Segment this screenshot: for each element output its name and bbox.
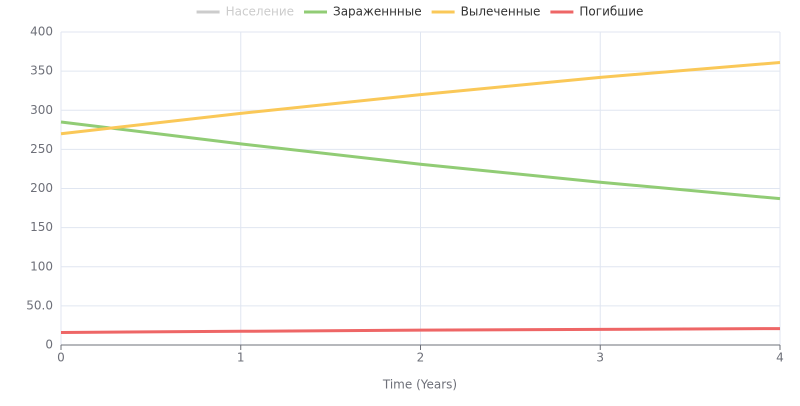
legend-label: Население <box>226 5 294 19</box>
x-tick-label: 4 <box>776 351 784 365</box>
y-tick-label: 200 <box>30 181 53 195</box>
legend-label: Погибшие <box>579 5 643 19</box>
legend-item[interactable]: Погибшие <box>550 5 643 19</box>
legend-label: Вылеченные <box>461 5 541 19</box>
series-line <box>60 327 781 334</box>
series-line <box>60 61 781 136</box>
y-tick-label: 50.0 <box>26 298 53 312</box>
legend-item[interactable]: Население <box>196 5 294 19</box>
x-tick-label: 0 <box>57 351 65 365</box>
legend-item[interactable]: Вылеченные <box>431 5 541 19</box>
x-tick-label: 1 <box>237 351 245 365</box>
series-line <box>60 120 781 201</box>
y-tick-label: 150 <box>30 220 53 234</box>
y-tick-label: 0 <box>45 338 53 352</box>
x-axis-label: Time (Years) <box>382 378 457 392</box>
x-tick-label: 2 <box>417 351 425 365</box>
y-tick-label: 400 <box>30 25 53 39</box>
legend-label: Зараженнные <box>333 5 422 19</box>
legend-item[interactable]: Зараженнные <box>304 5 422 19</box>
y-tick-label: 100 <box>30 259 53 273</box>
x-tick-label: 3 <box>596 351 604 365</box>
y-tick-label: 250 <box>30 142 53 156</box>
y-tick-label: 300 <box>30 103 53 117</box>
y-tick-label: 350 <box>30 64 53 78</box>
